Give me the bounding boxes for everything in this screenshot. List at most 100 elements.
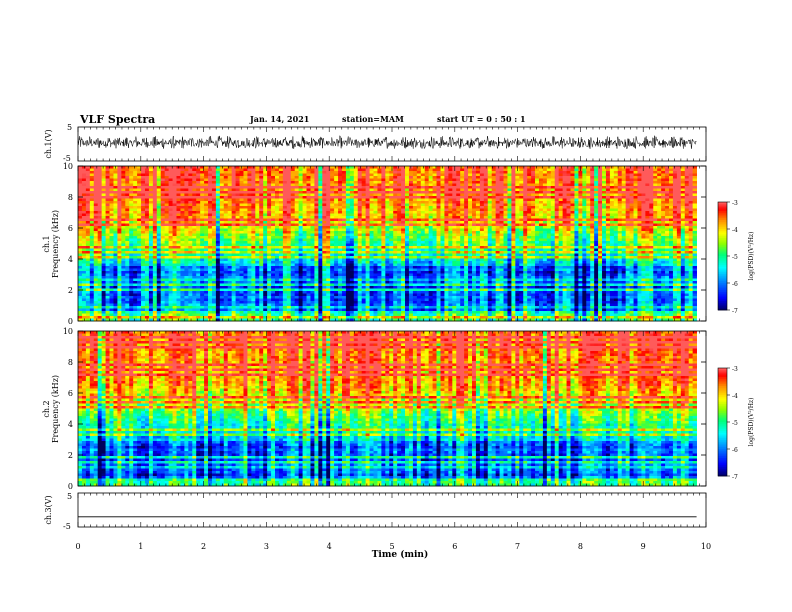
spectrogram-cell xyxy=(227,173,233,177)
spectrogram-cell xyxy=(598,181,603,184)
spectrogram-cell xyxy=(109,178,114,182)
spectrogram-cell xyxy=(475,171,481,174)
spectrogram-cell xyxy=(318,221,323,224)
spectrogram-cell xyxy=(495,193,500,197)
spectrogram-cell xyxy=(688,188,694,192)
spectrogram-cell xyxy=(361,221,367,224)
spectrogram-cell xyxy=(345,173,351,177)
spectrogram-cell xyxy=(452,208,457,212)
spectrogram-cell xyxy=(109,218,114,222)
spectrogram-cell xyxy=(251,233,256,237)
spectrogram-cell xyxy=(353,231,359,234)
spectrogram-cell xyxy=(322,216,327,219)
spectrogram-cell xyxy=(472,241,477,244)
spectrogram-cell xyxy=(412,238,418,242)
spectrogram-cell xyxy=(523,238,528,242)
spectrogram-cell xyxy=(369,238,374,242)
spectrogram-cell xyxy=(495,173,500,177)
spectrogram-cell xyxy=(172,226,177,229)
spectrogram-cell xyxy=(582,228,587,232)
spectrogram-cell xyxy=(168,203,173,207)
spectrogram-cell xyxy=(148,198,154,202)
spectrogram-cell xyxy=(101,233,106,237)
spectrogram-cell xyxy=(172,208,177,212)
spectrogram-cell xyxy=(334,221,339,224)
spectrogram-cell xyxy=(586,176,591,179)
spectrogram-cell xyxy=(247,166,252,169)
spectrogram-cell xyxy=(208,193,213,197)
spectrogram-cell xyxy=(507,226,512,229)
spectrogram-cell xyxy=(515,198,520,202)
spectrogram-cell xyxy=(278,186,284,189)
spectrogram-cell xyxy=(460,243,465,247)
spectrogram-cell xyxy=(460,198,465,202)
spectrogram-cell xyxy=(483,218,489,222)
spectrogram-cell xyxy=(219,183,225,187)
spectrogram-cell xyxy=(89,221,95,224)
spectrogram-cell xyxy=(460,191,465,194)
spectrogram-cell xyxy=(684,223,690,227)
spectrogram-cell xyxy=(377,173,382,177)
spectrogram-cell xyxy=(527,226,532,229)
spectrogram-cell xyxy=(649,201,654,204)
spectrogram-cell xyxy=(144,233,150,237)
spectrogram-cell xyxy=(405,181,410,184)
spectrogram-cell xyxy=(247,181,252,184)
spectrogram-cell xyxy=(176,226,181,229)
spectrogram-cell xyxy=(405,186,410,189)
spectrogram-cell xyxy=(278,218,284,222)
spectrogram-cell xyxy=(665,208,670,212)
spectrogram-cell xyxy=(318,208,323,212)
spectrogram-cell xyxy=(665,176,670,179)
spectrogram-cell xyxy=(416,171,422,174)
spectrogram-cell xyxy=(562,236,567,239)
spectrogram-cell xyxy=(160,211,166,214)
spectrogram-cell xyxy=(227,186,233,189)
spectrogram-cell xyxy=(432,198,437,202)
spectrogram-cell xyxy=(598,171,603,174)
spectrogram-cell xyxy=(259,183,264,187)
spectrogram-cell xyxy=(602,173,607,177)
spectrogram-cell xyxy=(582,216,587,219)
spectrogram-cell xyxy=(688,213,694,217)
spectrogram-cell xyxy=(684,213,690,217)
spectrogram-cell xyxy=(137,206,142,209)
spectrogram-cell xyxy=(487,171,493,174)
spectrogram-cell xyxy=(109,188,114,192)
spectrogram-cell xyxy=(554,223,560,227)
spectrogram-cell xyxy=(503,171,508,174)
spectrogram-cell xyxy=(298,178,303,182)
spectrogram-cell xyxy=(440,193,445,197)
spectrogram-cell xyxy=(251,196,256,199)
spectrogram-cell xyxy=(385,193,390,197)
spectrogram-cell xyxy=(416,216,422,219)
spectrogram-cell xyxy=(479,236,485,239)
spectrogram-cell xyxy=(338,236,343,239)
spectrogram-cell xyxy=(609,193,615,197)
spectrogram-cell xyxy=(278,238,284,242)
spectrogram-cell xyxy=(558,228,564,232)
spectrogram-cell xyxy=(334,196,339,199)
spectrogram-cell xyxy=(487,223,493,227)
spectrogram-cell xyxy=(633,171,638,174)
spectrogram-cell xyxy=(219,233,225,237)
spectrogram-cell xyxy=(649,196,654,199)
spectrogram-cell xyxy=(125,181,130,184)
spectrogram-cell xyxy=(326,176,331,179)
spectrogram-cell xyxy=(645,176,650,179)
spectrogram-cell xyxy=(389,201,394,204)
spectrogram-cell xyxy=(472,231,477,234)
spectrogram-cell xyxy=(487,221,493,224)
spectrogram-cell xyxy=(676,181,682,184)
spectrogram-cell xyxy=(290,178,296,182)
spectrogram-cell xyxy=(208,236,213,239)
spectrogram-cell xyxy=(341,228,347,232)
spectrogram-cell xyxy=(137,196,142,199)
spectrogram-cell xyxy=(535,193,540,197)
spectrogram-cell xyxy=(416,236,422,239)
spectrogram-cell xyxy=(436,226,441,229)
spectrogram-cell xyxy=(519,233,524,237)
spectrogram-cell xyxy=(345,241,351,244)
spectrogram-cell xyxy=(531,213,536,217)
spectrogram-cell xyxy=(598,178,603,182)
